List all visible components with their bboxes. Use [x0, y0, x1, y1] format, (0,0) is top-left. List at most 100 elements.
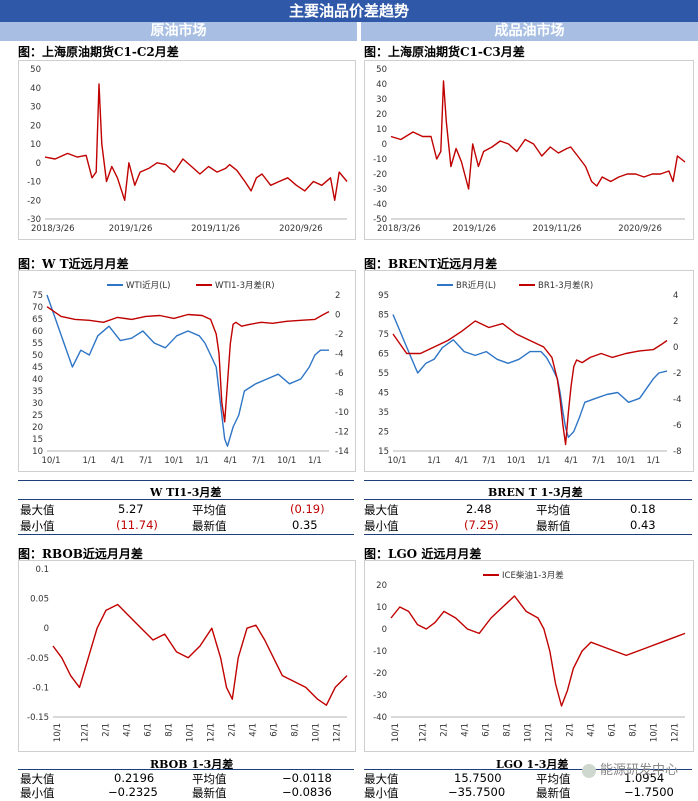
chart-frame-sh-c1c3: 50 40 30 20 10 0 -10 -20 -30 -40 -50 2018/3/26 2019/…	[364, 60, 694, 240]
table-title-brent: BREN T 1-3月差	[488, 486, 583, 499]
wechat-icon	[581, 763, 596, 778]
y2-tick-label: -4	[335, 350, 343, 360]
chart-frame-lgo: 20 10 0 -10 -20 -30 -40 10/1 12/1 2/1 4/1 6/1 8/1 10/…	[364, 560, 694, 752]
rbob-latest-label: 最新值	[192, 788, 227, 800]
x-tick-label: 10/1	[41, 456, 60, 466]
y-tick-label: 15	[378, 447, 389, 457]
x-tick-label: 10/1	[53, 723, 63, 742]
series-line-0	[392, 314, 668, 439]
x-tick-label: 10/1	[312, 723, 322, 742]
x-tick-label: 10/1	[616, 456, 635, 466]
y-tick-label: 45	[378, 389, 389, 399]
y-tick-label: 25	[378, 428, 389, 438]
y-tick-label: 30	[32, 399, 43, 409]
x-tick-label: 4/1	[111, 456, 125, 466]
brent-avg-label: 平均值	[536, 505, 571, 517]
wti-latest-value: 0.35	[292, 518, 318, 532]
y-tick-label: 30	[30, 103, 41, 113]
wti-min-value: (11.74)	[116, 518, 158, 532]
x-tick-label: 12/1	[671, 723, 681, 742]
rbob-min-label: 最小值	[20, 788, 55, 800]
x-tick-label: 4/1	[587, 723, 597, 737]
x-tick-label: 2019/1/26	[109, 224, 153, 234]
brent-latest-value: 0.43	[630, 518, 656, 532]
table-title-rbob: RBOB 1-3月差	[150, 758, 234, 771]
y-tick-label: 65	[378, 350, 389, 360]
series-line-1	[46, 306, 330, 423]
table-divider	[364, 480, 692, 481]
y-tick-label: 0	[382, 140, 387, 150]
y-tick-label: 75	[32, 291, 43, 301]
y-tick-label: 10	[376, 125, 387, 135]
chart-title-sh-c1c3: 图：上海原油期货C1-C3月差	[364, 45, 525, 59]
x-tick-label: 12/1	[333, 723, 343, 742]
y2-tick-label: 4	[673, 291, 678, 301]
table-divider	[18, 480, 354, 481]
chart-frame-wti: 75 70 65 60 55 50 45 40 35 30 25 20 15 10 2 0 -2 -4 -6 -8 -1…	[18, 270, 356, 472]
x-tick-label: 4/1	[461, 723, 471, 737]
x-tick-label: 7/1	[592, 456, 606, 466]
y-tick-label: 35	[378, 408, 389, 418]
chart-title-rbob: 图：RBOB近远月月差	[18, 547, 143, 561]
x-tick-label: 2/1	[440, 723, 450, 737]
y2-tick-label: 2	[335, 291, 340, 301]
brent-min-value: (7.25)	[464, 518, 499, 532]
y-tick-label: 30	[376, 95, 387, 105]
x-tick-label: 1/1	[646, 456, 660, 466]
x-tick-label: 8/1	[291, 723, 301, 737]
x-tick-label: 1/1	[195, 456, 209, 466]
y-tick-label: -20	[27, 196, 41, 206]
lgo-min-label: 最小值	[364, 788, 399, 800]
brent-max-value: 2.48	[466, 502, 492, 516]
y-tick-label: 20	[376, 581, 387, 591]
legend-label: ICE柴油1-3月差	[502, 570, 564, 581]
y2-tick-label: -8	[335, 389, 343, 399]
chart-title-lgo: 图：LGO 近远月月差	[364, 547, 482, 561]
series-line-0	[46, 294, 329, 447]
x-tick-label: 10/1	[164, 456, 183, 466]
chart-title-wti: 图：W T近远月月差	[18, 257, 129, 271]
y-tick-label: 70	[32, 303, 43, 313]
y-tick-label: 40	[30, 84, 41, 94]
table-divider	[18, 499, 354, 500]
y-tick-label: 0.1	[35, 565, 49, 575]
wti-avg-label: 平均值	[192, 505, 227, 517]
y-tick-label: 35	[32, 387, 43, 397]
y-tick-label: 15	[32, 435, 43, 445]
brent-avg-value: 0.18	[630, 502, 656, 516]
x-tick-label: 1/1	[537, 456, 551, 466]
legend-label: WTI1-3月差(R)	[215, 280, 275, 291]
wti-max-value: 5.27	[118, 502, 144, 516]
y2-tick-label: -14	[335, 447, 349, 457]
x-tick-label: 4/1	[564, 456, 578, 466]
x-tick-label: 4/1	[249, 723, 259, 737]
x-tick-label: 2020/9/26	[279, 224, 323, 234]
lgo-latest-value: −1.7500	[624, 785, 674, 799]
y2-tick-label: -8	[673, 447, 681, 457]
y2-tick-label: -6	[673, 421, 681, 431]
x-tick-label: 2019/1/26	[453, 224, 497, 234]
rbob-max-value: 0.2196	[114, 771, 155, 785]
y-tick-label: 20	[376, 110, 387, 120]
x-tick-label: 2/1	[566, 723, 576, 737]
table-divider	[364, 769, 692, 770]
y-tick-label: -0.05	[27, 654, 49, 664]
y-tick-label: -40	[373, 200, 387, 210]
wti-max-label: 最大值	[20, 505, 55, 517]
chart-rbob: 0.1 0.05 0 -0.05 -0.1 -0.15 10/1 12/1 2/1 4/1 6/1 8…	[27, 565, 348, 742]
watermark: 能源研发中心	[581, 759, 678, 778]
x-tick-label: 12/1	[545, 723, 555, 742]
y2-tick-label: -10	[335, 408, 349, 418]
x-tick-label: 10/1	[650, 723, 660, 742]
legend-label: BR近月(L)	[456, 280, 496, 291]
x-tick-label: 7/1	[252, 456, 266, 466]
x-tick-label: 1/1	[308, 456, 322, 466]
y-tick-label: 0	[44, 624, 49, 634]
x-tick-label: 2020/9/26	[618, 224, 662, 234]
x-tick-label: 10/1	[277, 456, 296, 466]
lgo-avg-label: 平均值	[536, 774, 571, 786]
y-tick-label: 75	[378, 330, 389, 340]
x-tick-label: 1/1	[82, 456, 96, 466]
x-tick-label: 2019/11/26	[533, 224, 582, 234]
